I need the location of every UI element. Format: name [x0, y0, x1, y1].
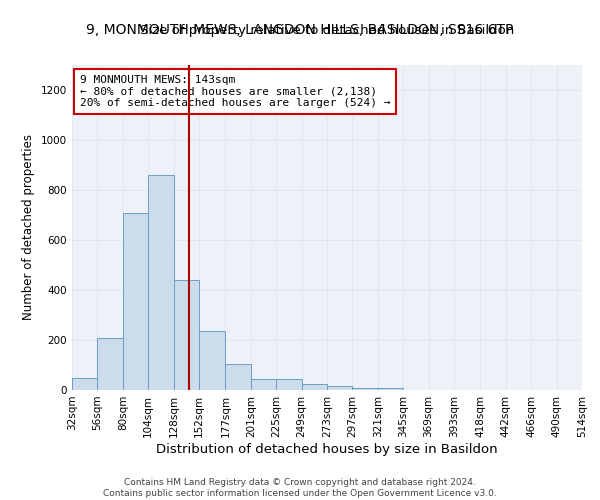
Bar: [276, 379, 302, 390]
Bar: [72, 378, 97, 390]
Bar: [352, 388, 378, 390]
Title: Size of property relative to detached houses in Basildon: Size of property relative to detached ho…: [140, 24, 514, 38]
Bar: [327, 386, 352, 390]
Bar: [123, 212, 148, 390]
Bar: [378, 388, 403, 390]
Text: 9 MONMOUTH MEWS: 143sqm
← 80% of detached houses are smaller (2,138)
20% of semi: 9 MONMOUTH MEWS: 143sqm ← 80% of detache…: [80, 74, 390, 108]
Bar: [97, 338, 123, 390]
Bar: [302, 384, 327, 390]
Y-axis label: Number of detached properties: Number of detached properties: [22, 134, 35, 320]
Bar: [173, 280, 199, 390]
X-axis label: Distribution of detached houses by size in Basildon: Distribution of detached houses by size …: [156, 442, 498, 456]
Bar: [251, 379, 276, 390]
Bar: [148, 175, 173, 390]
Text: 9, MONMOUTH MEWS, LANGDON HILLS, BASILDON, SS16 6TP: 9, MONMOUTH MEWS, LANGDON HILLS, BASILDO…: [86, 22, 514, 36]
Bar: [226, 364, 251, 390]
Bar: [199, 331, 226, 390]
Text: Contains HM Land Registry data © Crown copyright and database right 2024.
Contai: Contains HM Land Registry data © Crown c…: [103, 478, 497, 498]
